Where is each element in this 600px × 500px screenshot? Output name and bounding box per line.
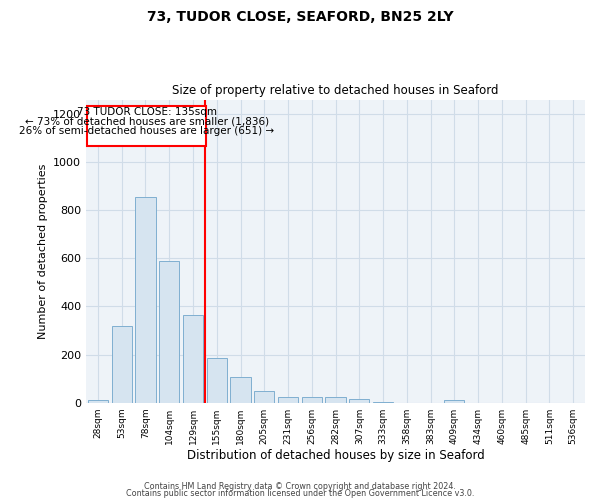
Title: Size of property relative to detached houses in Seaford: Size of property relative to detached ho… (172, 84, 499, 97)
Bar (159, 261, 179, 402)
Bar (325, 398, 346, 402)
Bar (88, 400, 108, 402)
Text: 26% of semi-detached houses are larger (651) →: 26% of semi-detached houses are larger (… (19, 126, 274, 136)
Bar (444, 400, 464, 402)
Bar (278, 398, 298, 402)
Bar (112, 326, 132, 402)
Bar (183, 315, 203, 402)
Text: 73 TUDOR CLOSE: 135sqm: 73 TUDOR CLOSE: 135sqm (77, 108, 217, 118)
Y-axis label: Number of detached properties: Number of detached properties (38, 164, 47, 339)
FancyBboxPatch shape (87, 106, 206, 146)
Text: ← 73% of detached houses are smaller (1,836): ← 73% of detached houses are smaller (1,… (25, 116, 269, 126)
Text: 73, TUDOR CLOSE, SEAFORD, BN25 2LY: 73, TUDOR CLOSE, SEAFORD, BN25 2LY (146, 10, 454, 24)
Bar (254, 392, 274, 402)
Text: Contains public sector information licensed under the Open Government Licence v3: Contains public sector information licen… (126, 490, 474, 498)
Bar (349, 399, 370, 402)
Bar (136, 197, 155, 402)
Bar (302, 398, 322, 402)
Text: Contains HM Land Registry data © Crown copyright and database right 2024.: Contains HM Land Registry data © Crown c… (144, 482, 456, 491)
X-axis label: Distribution of detached houses by size in Seaford: Distribution of detached houses by size … (187, 450, 484, 462)
Bar (230, 378, 251, 402)
Bar (206, 358, 227, 403)
